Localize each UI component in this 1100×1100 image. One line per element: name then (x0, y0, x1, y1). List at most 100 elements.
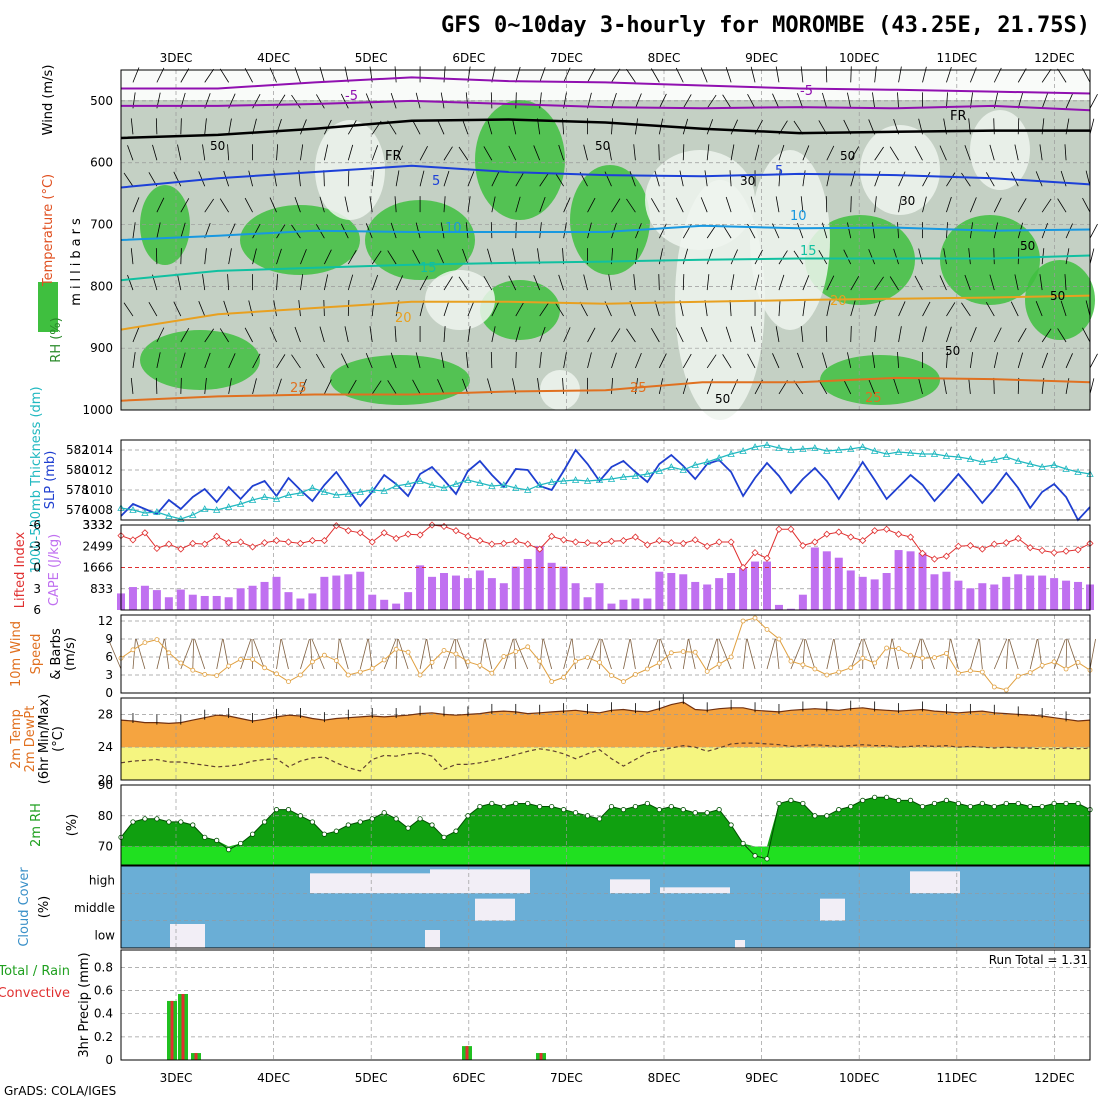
wind-barb (180, 118, 182, 135)
precip-tick: 0.6 (94, 984, 113, 998)
cape-tick: 1666 (82, 561, 113, 575)
rh-point (178, 819, 184, 825)
wind-barb-10m (950, 638, 959, 670)
wind-barb (533, 275, 541, 291)
wind-speed-point (393, 646, 399, 652)
wind-barb (467, 301, 475, 317)
wind-barb (558, 274, 565, 291)
ylabel-millibars: millibars (69, 214, 84, 305)
li-point (1062, 547, 1070, 555)
wind-barb (964, 145, 971, 161)
panel-ylabel: CAPE (J/kg) (47, 534, 62, 606)
cloud-block (910, 871, 960, 894)
rh-point (417, 816, 423, 822)
wind-barb (369, 196, 373, 213)
wind-barb (443, 170, 450, 187)
wind-barb (682, 94, 692, 109)
rh-contour-label: 50 (210, 139, 225, 153)
wind-barb (156, 222, 161, 239)
wind-barb (722, 94, 732, 109)
wind-barb (465, 352, 469, 369)
isotherm-15 (120, 254, 1091, 282)
dewpoint-fill (121, 747, 1090, 780)
precip-panel: 0 0.2 0.4 0.6 0.8 Total / Rain Convective 3hr P… (0, 949, 1091, 1067)
wind-frame (120, 614, 1091, 694)
rh-point (525, 800, 531, 807)
rh-contour-label: 50 (1020, 239, 1035, 253)
precip-tick: 0.8 (94, 960, 113, 974)
cape-bar (128, 587, 137, 610)
rh-point (214, 837, 220, 843)
slp-tick: 1008 (82, 503, 113, 517)
wind-barb (1089, 223, 1098, 239)
rh-tick: 70 (98, 840, 113, 854)
li-point (847, 533, 855, 541)
wind-barb (294, 326, 301, 343)
temp-2m-panel: 20 24 28 2m Temp 2m DewPt (6hr Min/Max) (°C) (9, 694, 1091, 787)
cloud-block (475, 898, 515, 921)
wind-barb (394, 196, 397, 213)
li-point (404, 530, 412, 538)
li-point (165, 540, 173, 548)
rh-point (297, 813, 304, 819)
wind-barb (826, 170, 831, 187)
li-tick: 6 (33, 603, 41, 617)
li-tick: -3 (29, 539, 41, 553)
date-tick-bottom: 3DEC (160, 1071, 193, 1085)
panel-ylabel: SLP (mb) (43, 451, 58, 510)
wind-barb (611, 68, 621, 83)
rh-fill (121, 797, 1090, 847)
wind-barb (132, 222, 136, 239)
wind-barb (462, 378, 469, 395)
thickness-point (631, 472, 640, 479)
wind-speed-point (1063, 666, 1069, 672)
thickness-point (1038, 463, 1046, 470)
wind-barb (512, 248, 517, 265)
wind-barb (415, 222, 421, 239)
rh-point (668, 803, 674, 810)
rh-area (365, 200, 475, 280)
li-point (272, 537, 281, 545)
credit: GrADS: COLA/IGES (4, 1084, 116, 1098)
wind-barb (419, 170, 425, 187)
cape-bar (834, 557, 843, 610)
wind-speed-point (1039, 663, 1045, 668)
rh-point (333, 828, 339, 834)
wind-barb (897, 351, 899, 368)
precip-label-total: Total / Rain (0, 964, 70, 979)
li-point (811, 538, 819, 546)
cape-bar (810, 547, 819, 610)
cape-bar (164, 597, 173, 610)
rh-contour-label: 50 (595, 139, 610, 153)
wind-barb (730, 274, 735, 291)
wind-tick: 3 (105, 668, 113, 682)
cloud-cover-panel: high middle low Cloud Cover (%) (17, 865, 1091, 949)
rh-point (249, 831, 256, 837)
wind-barb (1014, 144, 1019, 161)
wind-barb (458, 146, 469, 161)
wind-barb (443, 66, 446, 83)
wind-barb (969, 197, 977, 213)
wind-barb (276, 224, 286, 239)
wind-barb (244, 327, 253, 343)
date-tick-bottom: 7DEC (550, 1071, 583, 1085)
cloud-block (735, 940, 745, 948)
chart-title: GFS 0~10day 3-hourly for MOROMBE (43.25E… (441, 13, 1090, 38)
wind-barb (173, 301, 182, 317)
wind-barb-10m (240, 638, 252, 670)
wind-barb (750, 66, 756, 83)
contour-label: FR (950, 109, 967, 124)
cloud-block (610, 879, 650, 894)
rh-point (142, 816, 148, 822)
wind-barb (985, 301, 995, 317)
date-tick-top: 6DEC (452, 51, 485, 65)
wind-barb (340, 353, 349, 369)
wind-barb (682, 378, 689, 395)
wind-barb (826, 300, 831, 317)
li-point (691, 536, 699, 544)
slp-tick: 1014 (82, 443, 113, 457)
wind-barb (219, 68, 230, 83)
thickness-point (691, 461, 699, 468)
wind-barb (706, 274, 710, 291)
wind-barb (874, 276, 884, 291)
